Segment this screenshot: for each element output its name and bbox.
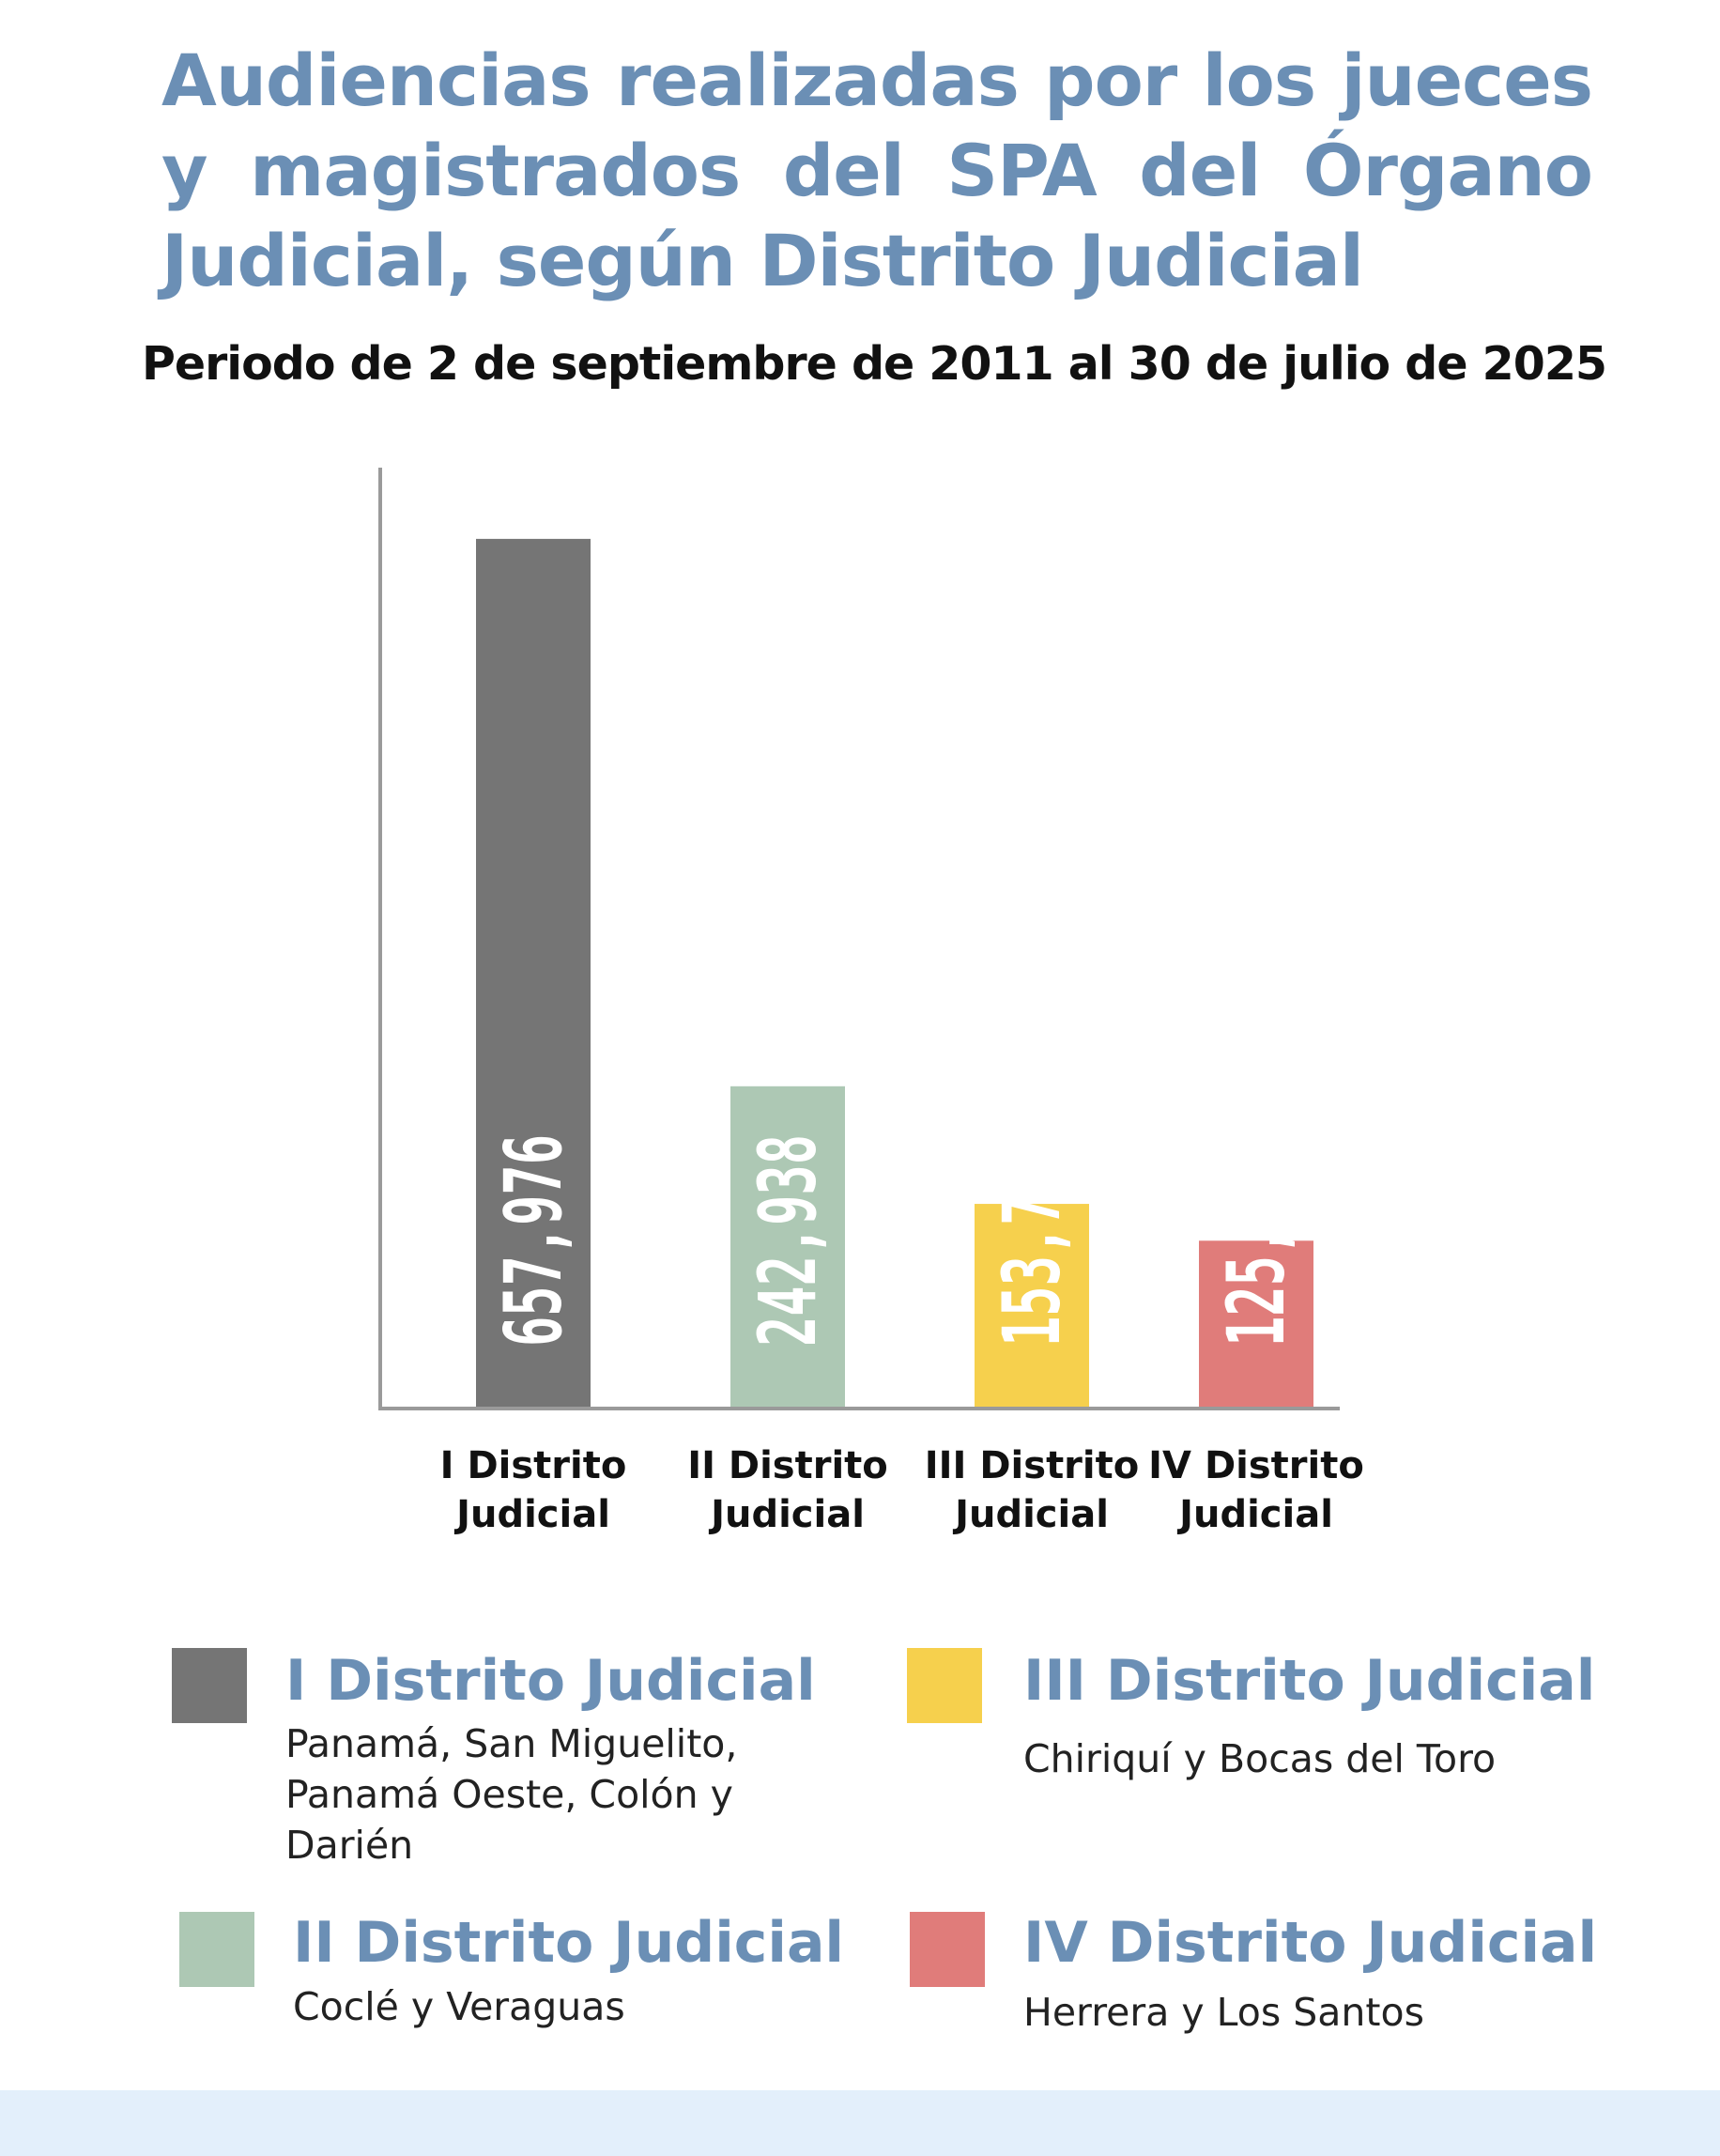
x-tick-label-1-line-2: Judicial <box>453 1493 610 1536</box>
legend-title-2: III Distrito Judicial <box>1023 1648 1596 1714</box>
legend-swatch-3 <box>179 1912 254 1987</box>
legend-swatch-2 <box>907 1648 982 1723</box>
bar-chart: 657,976 242,938 153,744 125,831 I Distrito J… <box>378 468 1364 1536</box>
legend-swatch-1 <box>172 1648 247 1723</box>
footer-band <box>0 2090 1720 2156</box>
bar-1 <box>476 538 591 1407</box>
bar-value-label-2: 242,938 <box>742 1134 834 1347</box>
x-tick-label-2-line-2: Judicial <box>708 1493 865 1536</box>
legend-title-4: IV Distrito Judicial <box>1023 1910 1598 1976</box>
x-tick-label-3-line-2: Judicial <box>952 1493 1109 1536</box>
bar-value-label-4: 125,831 <box>1210 1134 1302 1347</box>
x-tick-label-2-line-1: II Distrito <box>687 1444 888 1487</box>
legend-description-1-line-2: Panamá Oeste, Colón y <box>285 1772 733 1817</box>
x-tick-label-1-line-1: I Distrito <box>440 1444 627 1487</box>
chart-title: Audiencias realizadas por los jueces y m… <box>161 38 1593 302</box>
bar-2 <box>730 1086 845 1407</box>
chart-subtitle: Periodo de 2 de septiembre de 2011 al 30… <box>141 337 1607 391</box>
x-tick-label-4-line-2: Judicial <box>1176 1493 1333 1536</box>
legend-title-3: II Distrito Judicial <box>293 1910 844 1976</box>
bar-value-label-1: 657,976 <box>487 1134 579 1347</box>
bar-4 <box>1199 1240 1313 1407</box>
bar-3 <box>975 1204 1089 1407</box>
legend-description-3-line-1: Coclé y Veraguas <box>293 1984 625 2029</box>
legend-description-1-line-1: Panamá, San Miguelito, <box>285 1721 738 1766</box>
x-tick-label-4-line-1: IV Distrito <box>1148 1444 1364 1487</box>
legend-swatch-4 <box>910 1912 985 1987</box>
x-tick-label-3-line-1: III Distrito <box>925 1444 1139 1487</box>
bar-value-label-3: 153,744 <box>986 1134 1078 1347</box>
legend-description-1-line-3: Darién <box>285 1823 414 1868</box>
legend-description-2-line-1: Chiriquí y Bocas del Toro <box>1023 1736 1497 1781</box>
legend-title-1: I Distrito Judicial <box>285 1648 816 1714</box>
legend-description-4-line-1: Herrera y Los Santos <box>1023 1990 1424 2035</box>
